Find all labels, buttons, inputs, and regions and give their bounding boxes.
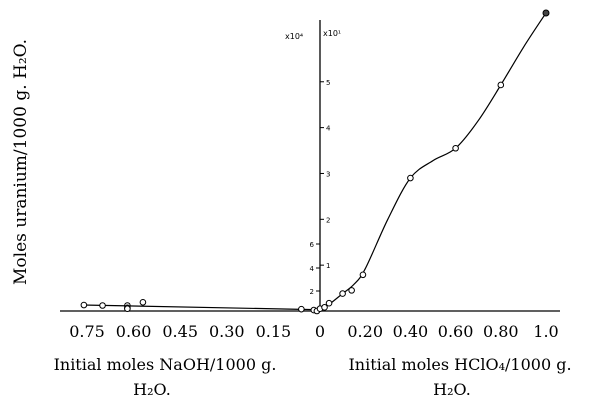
y-tick-label-large: 1 <box>326 262 330 270</box>
data-point-hclo4 <box>321 304 328 311</box>
y-tick-label-large: 4 <box>326 125 331 133</box>
x-axis-label-left-line2: H₂O. <box>133 380 171 399</box>
x-tick-label-naoh: 0.75 <box>69 322 105 341</box>
x-tick-label-naoh: 0.45 <box>162 322 198 341</box>
y-axis-label: Moles uranium/1000 g. H₂O. <box>11 39 31 285</box>
x-tick-label-hclo4: 1.0 <box>533 322 558 341</box>
data-points <box>80 9 550 315</box>
y-multiplier-small: x10⁴ <box>285 32 303 41</box>
data-point-naoh <box>99 302 106 309</box>
fit-curves <box>82 12 547 312</box>
x-tick-label-hclo4: 0.20 <box>347 322 383 341</box>
data-point-hclo4 <box>542 9 550 17</box>
data-point-hclo4 <box>452 144 459 152</box>
data-point-naoh <box>298 305 305 313</box>
data-point-naoh <box>124 305 131 313</box>
x-axis-label-right-line2: H₂O. <box>433 380 471 399</box>
data-point-hclo4 <box>497 81 505 89</box>
x-tick-label-naoh: 0.15 <box>256 322 292 341</box>
x-tick-label-hclo4: 0.60 <box>438 322 474 341</box>
fit-curve-hclo4 <box>319 12 547 312</box>
data-point-hclo4 <box>325 299 333 307</box>
y-tick-label-small: 4 <box>310 265 315 273</box>
x-axis-label-left-line1: Initial moles NaOH/1000 g. <box>54 355 277 374</box>
y-multiplier-large: x10¹ <box>323 29 341 38</box>
x-tick-label-zero: 0 <box>315 322 325 341</box>
data-point-hclo4 <box>348 287 355 294</box>
data-point-hclo4 <box>339 290 346 297</box>
y-tick-label-large: 5 <box>326 79 330 87</box>
x-tick-label-naoh: 0.60 <box>116 322 152 341</box>
y-tick-label-small: 6 <box>310 241 315 249</box>
axes: 0.75 0.60 0.45 0.30 0.15 0 0.20 0.40 0.60 0.80 1.0… <box>60 20 560 341</box>
x-axis-label-right-line1: Initial moles HClO₄/1000 g. <box>348 355 571 374</box>
fit-curve-naoh <box>82 304 321 312</box>
y-tick-label-large: 2 <box>326 216 330 224</box>
x-tick-label-hclo4: 0.40 <box>393 322 429 341</box>
x-tick-label-hclo4: 0.80 <box>483 322 519 341</box>
data-point-hclo4 <box>359 271 367 279</box>
y-tick-label-large: 3 <box>326 170 330 178</box>
y-tick-label-small: 2 <box>310 288 314 296</box>
data-point-naoh <box>139 298 147 306</box>
data-point-hclo4 <box>407 174 414 182</box>
x-tick-label-naoh: 0.30 <box>209 322 245 341</box>
data-point-naoh <box>80 301 88 309</box>
